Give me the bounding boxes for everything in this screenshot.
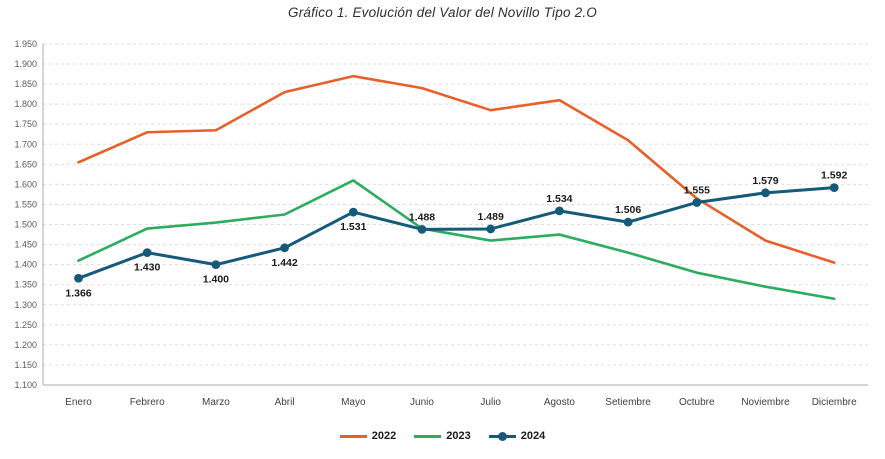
chart-legend: 2022 2023 2024 [0, 428, 885, 444]
x-tick-label: Setiembre [605, 397, 651, 408]
y-tick-label: 1.400 [14, 260, 37, 270]
series-line-2022 [77, 74, 836, 264]
data-point-marker-Julio [486, 224, 496, 234]
x-tick-label: Febrero [130, 397, 165, 408]
y-tick-label: 1.550 [14, 199, 37, 209]
y-tick-label: 1.350 [14, 280, 37, 290]
data-point-marker-Mayo [348, 207, 358, 217]
data-point-label-Mayo: 1.531 [340, 221, 366, 233]
data-point-marker-Noviembre [761, 188, 770, 198]
x-tick-label: Octubre [679, 397, 715, 408]
data-point-marker-Setiembre [623, 217, 633, 227]
legend-label-2024: 2024 [520, 430, 546, 442]
y-tick-label: 1.250 [14, 320, 37, 330]
x-tick-label: Junio [410, 397, 434, 408]
chart-title: Gráfico 1. Evolución del Valor del Novil… [288, 5, 597, 20]
data-point-label-Junio: 1.488 [409, 211, 435, 223]
data-point-label-Setiembre: 1.506 [615, 204, 641, 216]
series-line-2024 [77, 186, 836, 280]
data-point-label-Julio: 1.489 [478, 211, 504, 223]
line-chart-canvas: 1.950 1.900 1.850 1.800 1.750 1.700 1.650 1.600… [14, 39, 868, 408]
x-tick-label: Enero [65, 397, 92, 408]
y-tick-label: 1.800 [14, 99, 37, 109]
legend-item-2023: 2023 [414, 430, 471, 442]
data-point-marker-Abril [280, 243, 289, 253]
y-tick-label: 1.500 [14, 220, 37, 230]
data-point-marker-Agosto [555, 206, 564, 216]
legend-label-2023: 2023 [446, 430, 471, 442]
legend-line-swatch-2022 [339, 434, 367, 438]
legend-label-2022: 2022 [371, 430, 397, 442]
data-point-label-Diciembre: 1.592 [821, 170, 847, 182]
legend-item-2024: 2024 [488, 430, 546, 442]
y-tick-label: 1.700 [14, 139, 37, 149]
legend-line-dot-swatch-2024 [488, 431, 516, 441]
x-tick-label: Noviembre [741, 397, 790, 408]
y-tick-label: 1.850 [14, 79, 37, 89]
data-point-marker-Diciembre [829, 183, 839, 193]
y-tick-label: 1.200 [14, 340, 37, 350]
y-tick-label: 1.950 [14, 39, 37, 49]
y-tick-label: 1.750 [14, 119, 37, 129]
data-point-marker-Octubre [692, 198, 702, 207]
x-tick-label: Agosto [544, 397, 576, 408]
x-tick-label: Diciembre [812, 397, 857, 408]
y-tick-label: 1.100 [14, 380, 37, 390]
data-point-marker-Junio [417, 224, 427, 234]
legend-marker-dot [497, 431, 507, 441]
x-tick-label: Mayo [341, 397, 366, 408]
data-point-marker-Marzo [211, 260, 221, 270]
x-tick-label: Abril [275, 397, 295, 408]
data-point-label-Agosto: 1.534 [546, 193, 572, 205]
data-point-label-Abril: 1.442 [271, 257, 297, 269]
legend-item-2022: 2022 [339, 430, 397, 442]
x-tick-label: Julio [480, 397, 501, 408]
legend-line-swatch-2023 [414, 434, 442, 438]
series-line-2023 [77, 179, 836, 301]
data-point-label-Octubre: 1.555 [684, 184, 710, 196]
data-point-label-Marzo: 1.400 [203, 274, 229, 286]
data-point-marker-Febrero [142, 248, 152, 258]
data-point-marker-Enero [74, 273, 83, 283]
y-tick-label: 1.300 [14, 300, 37, 310]
y-tick-label: 1.650 [14, 159, 37, 169]
data-point-label-Enero: 1.366 [65, 287, 91, 299]
x-tick-label: Marzo [202, 397, 230, 408]
data-point-label-Noviembre: 1.579 [752, 175, 778, 187]
y-tick-label: 1.900 [14, 59, 37, 69]
y-tick-label: 1.600 [14, 179, 37, 189]
data-point-label-Febrero: 1.430 [134, 262, 160, 274]
y-tick-label: 1.150 [14, 360, 37, 370]
y-tick-label: 1.450 [14, 240, 37, 250]
